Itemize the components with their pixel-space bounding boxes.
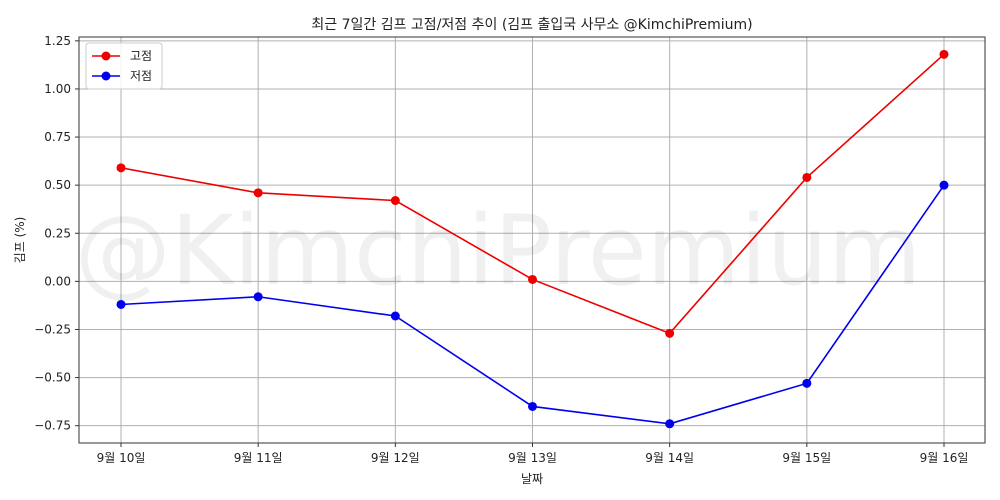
watermark: @KimchiPremium [75, 195, 922, 307]
legend-swatch-marker [101, 71, 111, 81]
chart-title: 최근 7일간 김프 고점/저점 추이 (김프 출입국 사무소 @KimchiPr… [311, 17, 752, 33]
y-tick-label: −0.75 [34, 419, 71, 433]
data-point [116, 299, 126, 309]
series-저점 [116, 180, 949, 429]
grid [79, 37, 985, 443]
y-tick-label: −0.25 [34, 322, 71, 336]
x-tick-label: 9월 15일 [782, 451, 831, 465]
series-고점 [116, 49, 949, 338]
data-point [390, 311, 400, 321]
data-point [528, 274, 537, 284]
data-point [665, 328, 675, 338]
x-axis-label: 날짜 [521, 472, 543, 486]
legend-swatch-marker [101, 51, 111, 61]
y-tick-label: 1.00 [44, 82, 71, 96]
y-tick-label: 0.25 [44, 226, 71, 240]
series-layer [116, 49, 949, 429]
y-tick-label: 0.75 [44, 130, 71, 144]
x-tick-label: 9월 14일 [645, 451, 694, 465]
y-tick-label: −0.50 [34, 371, 71, 385]
y-tick-label: 0.00 [44, 274, 71, 288]
x-tick-label: 9월 11일 [234, 451, 283, 465]
data-point [253, 292, 263, 302]
ticks: 9월 10일 9월 11일 9월 12일 9월 13일 9월 14일 9월 15일 9월 1… [34, 34, 968, 465]
x-tick-label: 9월 13일 [508, 451, 557, 465]
x-tick-label: 9월 16일 [920, 451, 969, 465]
data-point [939, 49, 949, 59]
data-point [939, 180, 949, 190]
legend-label: 고점 [130, 49, 152, 63]
data-point [390, 196, 400, 206]
data-point [665, 419, 675, 429]
data-point [528, 401, 537, 411]
data-point [802, 172, 812, 182]
data-point [253, 188, 263, 198]
y-tick-label: 1.25 [44, 34, 71, 48]
y-axis-label: 김프 (%) [13, 217, 27, 264]
data-point [802, 378, 812, 388]
x-tick-label: 9월 12일 [371, 451, 420, 465]
legend-label: 저점 [130, 69, 152, 83]
y-tick-label: 0.50 [44, 178, 71, 192]
x-tick-label: 9월 10일 [97, 451, 146, 465]
data-point [116, 163, 126, 173]
